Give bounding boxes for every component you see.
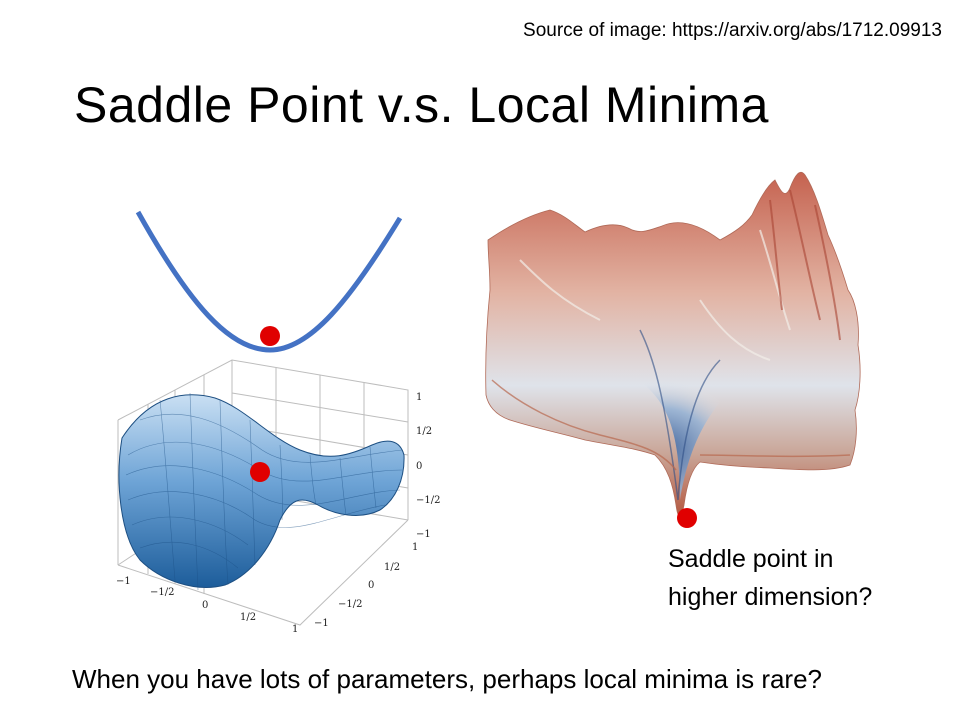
y-tick-label: 0 bbox=[368, 580, 374, 591]
x-tick-label: 0 bbox=[202, 600, 208, 611]
loss-landscape-surface bbox=[485, 171, 861, 517]
y-tick-label: 1 bbox=[412, 542, 418, 553]
local-minimum-marker bbox=[260, 326, 280, 346]
z-tick-label: 1 bbox=[416, 392, 422, 403]
y-tick-label: −1/2 bbox=[338, 599, 362, 610]
y-tick-label: 1/2 bbox=[384, 562, 400, 573]
x-tick-label: −1 bbox=[116, 576, 131, 587]
caption-line: Saddle point in bbox=[668, 545, 834, 573]
x-tick-label: 1 bbox=[292, 624, 298, 635]
y-tick-label: −1 bbox=[314, 618, 329, 629]
high-dimension-saddle-marker bbox=[677, 508, 697, 528]
z-tick-label: −1/2 bbox=[416, 495, 440, 506]
z-tick-label: 0 bbox=[416, 461, 422, 472]
x-tick-label: −1/2 bbox=[150, 587, 174, 598]
slide-footer-question: When you have lots of parameters, perhap… bbox=[72, 664, 823, 694]
landscape-caption: Saddle point in higher dimension? bbox=[668, 540, 948, 616]
x-tick-label: 1/2 bbox=[240, 612, 256, 623]
image-source-note: Source of image: https://arxiv.org/abs/1… bbox=[523, 20, 942, 41]
caption-line: higher dimension? bbox=[668, 583, 873, 611]
parabola-curve bbox=[135, 210, 403, 353]
saddle-point-marker bbox=[250, 462, 270, 482]
z-tick-label: 1/2 bbox=[416, 426, 432, 437]
saddle-surface bbox=[118, 394, 405, 588]
z-tick-label: −1 bbox=[416, 529, 431, 540]
slide-title: Saddle Point v.s. Local Minima bbox=[74, 77, 769, 133]
